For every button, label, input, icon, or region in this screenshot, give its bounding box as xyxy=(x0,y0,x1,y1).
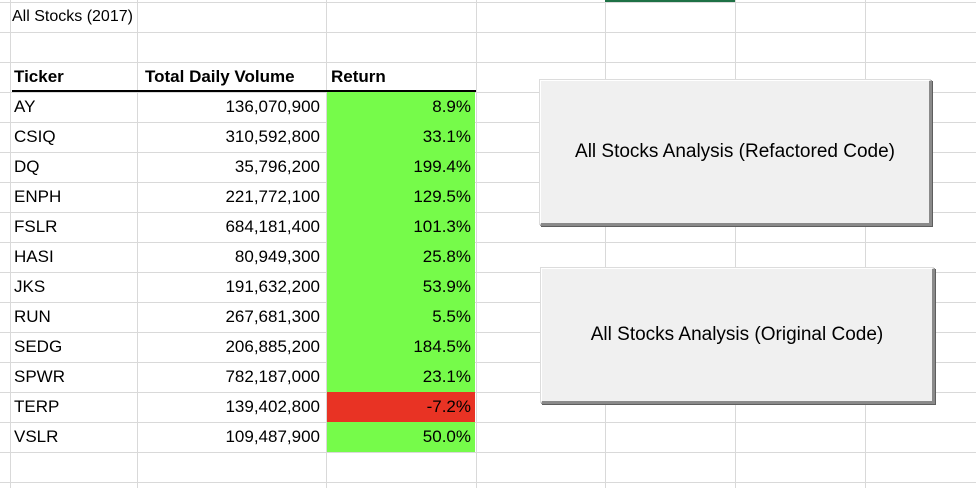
ticker-cell[interactable]: FSLR xyxy=(14,217,58,236)
return-cell[interactable]: 53.9% xyxy=(327,272,475,302)
header-underline xyxy=(12,90,476,92)
ticker-cell[interactable]: SPWR xyxy=(14,367,65,386)
gridline-horizontal xyxy=(0,2,976,3)
ticker-cell[interactable]: DQ xyxy=(14,157,40,176)
all-stocks-analysis-refactored-button[interactable]: All Stocks Analysis (Refactored Code) xyxy=(540,80,932,226)
ticker-cell[interactable]: SEDG xyxy=(14,337,63,356)
return-cell[interactable]: 101.3% xyxy=(327,212,475,242)
return-cell[interactable]: 184.5% xyxy=(327,332,475,362)
volume-cell[interactable]: 684,181,400 xyxy=(225,217,320,236)
gridline-vertical xyxy=(326,0,327,488)
gridline-vertical xyxy=(137,0,138,488)
gridline-horizontal xyxy=(0,272,976,273)
volume-cell[interactable]: 139,402,800 xyxy=(225,397,320,416)
volume-cell[interactable]: 136,070,900 xyxy=(225,97,320,116)
all-stocks-analysis-original-button[interactable]: All Stocks Analysis (Original Code) xyxy=(541,268,935,404)
gridline-horizontal xyxy=(0,212,976,213)
gridline-vertical xyxy=(10,0,11,488)
gridline-horizontal xyxy=(0,452,976,453)
gridline-horizontal xyxy=(0,392,976,393)
gridline-horizontal xyxy=(0,152,976,153)
original-button-label: All Stocks Analysis (Original Code) xyxy=(590,324,884,345)
return-cell[interactable]: -7.2% xyxy=(327,392,475,422)
volume-cell[interactable]: 191,632,200 xyxy=(225,277,320,296)
gridline-horizontal xyxy=(0,422,976,423)
header-ticker[interactable]: Ticker xyxy=(14,67,64,86)
ticker-cell[interactable]: HASI xyxy=(14,247,54,266)
gridline-horizontal xyxy=(0,362,976,363)
return-cell[interactable]: 23.1% xyxy=(327,362,475,392)
header-return[interactable]: Return xyxy=(331,67,386,86)
gridline-horizontal xyxy=(0,92,976,93)
gridline-vertical xyxy=(865,0,866,488)
return-cell[interactable]: 33.1% xyxy=(327,122,475,152)
volume-cell[interactable]: 267,681,300 xyxy=(225,307,320,326)
ticker-cell[interactable]: TERP xyxy=(14,397,60,416)
return-cell[interactable]: 199.4% xyxy=(327,152,475,182)
return-cell[interactable]: 129.5% xyxy=(327,182,475,212)
selected-column-indicator xyxy=(605,0,735,2)
ticker-cell[interactable]: RUN xyxy=(14,307,51,326)
volume-cell[interactable]: 782,187,000 xyxy=(225,367,320,386)
volume-cell[interactable]: 221,772,100 xyxy=(225,187,320,206)
ticker-cell[interactable]: CSIQ xyxy=(14,127,56,146)
ticker-cell[interactable]: AY xyxy=(14,97,36,116)
volume-cell[interactable]: 35,796,200 xyxy=(234,157,320,176)
sheet-title[interactable]: All Stocks (2017) xyxy=(12,8,133,25)
volume-cell[interactable]: 80,949,300 xyxy=(234,247,320,266)
ticker-cell[interactable]: ENPH xyxy=(14,187,62,206)
volume-cell[interactable]: 109,487,900 xyxy=(225,427,320,446)
gridline-horizontal xyxy=(0,62,976,63)
gridline-horizontal xyxy=(0,332,976,333)
header-total-daily-volume[interactable]: Total Daily Volume xyxy=(145,67,295,86)
volume-cell[interactable]: 310,592,800 xyxy=(225,127,320,146)
gridline-vertical xyxy=(735,0,736,488)
gridline-vertical xyxy=(476,0,477,488)
gridline-horizontal xyxy=(0,32,976,33)
gridline-horizontal xyxy=(0,182,976,183)
gridline-horizontal xyxy=(0,302,976,303)
volume-cell[interactable]: 206,885,200 xyxy=(225,337,320,356)
return-cell[interactable]: 25.8% xyxy=(327,242,475,272)
gridline-horizontal xyxy=(0,122,976,123)
ticker-cell[interactable]: JKS xyxy=(14,277,46,296)
ticker-cell[interactable]: VSLR xyxy=(14,427,59,446)
gridline-horizontal xyxy=(0,242,976,243)
gridline-horizontal xyxy=(0,482,976,483)
refactored-button-label: All Stocks Analysis (Refactored Code) xyxy=(575,141,895,162)
return-cell[interactable]: 50.0% xyxy=(327,422,475,452)
return-cell[interactable]: 5.5% xyxy=(327,302,475,332)
gridline-vertical xyxy=(605,0,606,488)
return-cell[interactable]: 8.9% xyxy=(327,92,475,122)
